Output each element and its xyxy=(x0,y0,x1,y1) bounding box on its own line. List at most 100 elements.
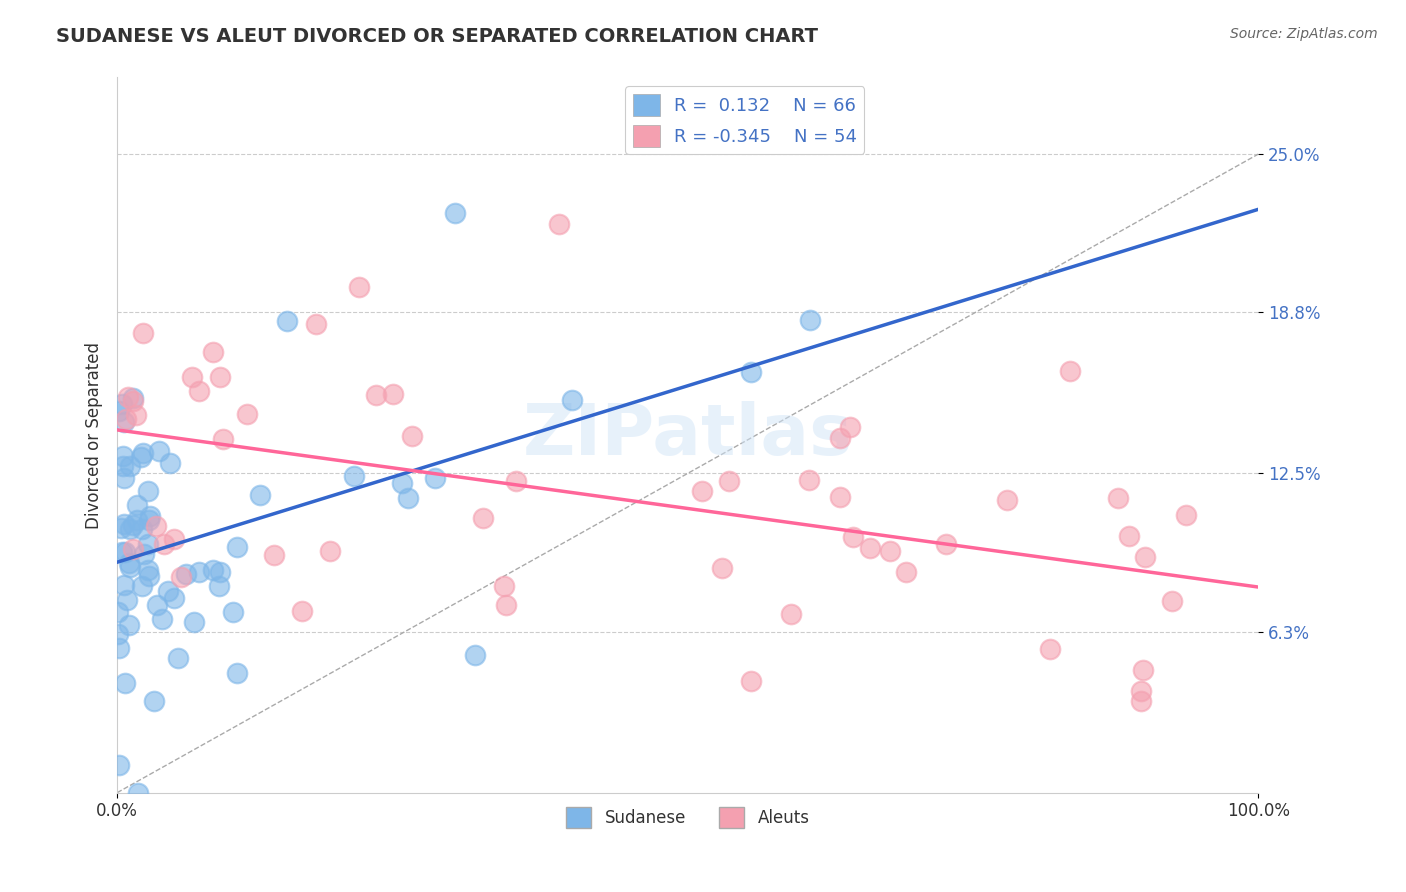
Point xyxy=(319,544,342,558)
Point xyxy=(202,563,225,577)
Point xyxy=(118,618,141,632)
Point xyxy=(111,458,134,473)
Point xyxy=(131,522,153,536)
Point xyxy=(740,673,762,688)
Point xyxy=(547,217,569,231)
Point xyxy=(226,540,249,554)
Point xyxy=(225,665,247,680)
Point xyxy=(276,314,298,328)
Point xyxy=(740,365,762,379)
Point xyxy=(115,412,138,426)
Point xyxy=(842,530,865,544)
Point xyxy=(879,544,901,558)
Point xyxy=(1129,683,1152,698)
Point xyxy=(122,518,145,533)
Point xyxy=(127,786,149,800)
Point xyxy=(134,547,156,561)
Point xyxy=(145,518,167,533)
Point xyxy=(799,474,821,488)
Point xyxy=(401,428,423,442)
Point xyxy=(364,388,387,402)
Point xyxy=(717,474,740,488)
Point xyxy=(425,471,447,485)
Point xyxy=(391,475,413,490)
Point xyxy=(163,591,186,605)
Point xyxy=(107,627,129,641)
Text: ZIPatlas: ZIPatlas xyxy=(523,401,853,469)
Point xyxy=(112,471,135,485)
Point xyxy=(472,511,495,525)
Point xyxy=(129,450,152,464)
Point xyxy=(118,556,141,570)
Point xyxy=(1132,663,1154,677)
Y-axis label: Divorced or Separated: Divorced or Separated xyxy=(86,342,103,529)
Point xyxy=(108,404,131,418)
Point xyxy=(170,570,193,584)
Point xyxy=(710,561,733,575)
Point xyxy=(305,317,328,331)
Point xyxy=(799,313,821,327)
Point xyxy=(494,579,516,593)
Point xyxy=(138,569,160,583)
Point xyxy=(780,607,803,622)
Point xyxy=(132,326,155,340)
Point xyxy=(121,542,143,557)
Point xyxy=(152,537,174,551)
Point xyxy=(830,431,852,445)
Point xyxy=(125,409,148,423)
Point xyxy=(121,392,143,406)
Point xyxy=(212,432,235,446)
Point xyxy=(114,675,136,690)
Point xyxy=(136,537,159,551)
Legend: Sudanese, Aleuts: Sudanese, Aleuts xyxy=(560,801,815,834)
Point xyxy=(208,579,231,593)
Point xyxy=(291,604,314,618)
Point xyxy=(112,577,135,591)
Point xyxy=(1130,694,1153,708)
Point xyxy=(838,420,860,434)
Point xyxy=(138,513,160,527)
Point xyxy=(221,605,243,619)
Point xyxy=(396,491,419,505)
Point xyxy=(209,565,232,579)
Point xyxy=(138,563,160,577)
Point xyxy=(1039,642,1062,657)
Point xyxy=(828,491,851,505)
Point xyxy=(235,408,257,422)
Text: Source: ZipAtlas.com: Source: ZipAtlas.com xyxy=(1230,27,1378,41)
Point xyxy=(263,548,285,562)
Point xyxy=(349,280,371,294)
Point xyxy=(111,449,134,463)
Point xyxy=(183,615,205,630)
Point xyxy=(118,522,141,536)
Point xyxy=(343,469,366,483)
Point xyxy=(859,541,882,555)
Point xyxy=(894,565,917,579)
Point xyxy=(464,648,486,662)
Point xyxy=(188,384,211,398)
Point xyxy=(202,345,225,359)
Point xyxy=(1175,508,1198,523)
Point xyxy=(444,205,467,219)
Point xyxy=(138,484,160,499)
Point xyxy=(995,493,1018,508)
Point xyxy=(935,537,957,551)
Point xyxy=(188,566,211,580)
Point xyxy=(131,446,153,460)
Point xyxy=(107,605,129,619)
Point xyxy=(209,369,232,384)
Point xyxy=(148,443,170,458)
Point xyxy=(145,599,167,613)
Point xyxy=(167,651,190,665)
Point xyxy=(1118,529,1140,543)
Point xyxy=(108,640,131,655)
Point xyxy=(138,509,160,524)
Point xyxy=(174,567,197,582)
Point xyxy=(505,474,527,488)
Point xyxy=(110,521,132,535)
Point xyxy=(112,517,135,532)
Point xyxy=(159,457,181,471)
Point xyxy=(122,394,145,409)
Point xyxy=(111,544,134,558)
Point xyxy=(117,592,139,607)
